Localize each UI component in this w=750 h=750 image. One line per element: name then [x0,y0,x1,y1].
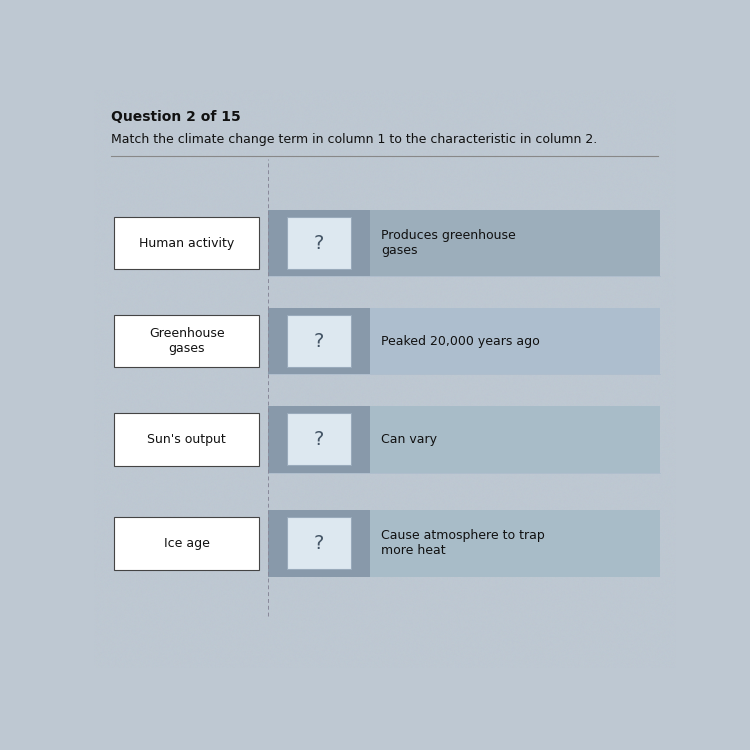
Text: ?: ? [314,332,324,351]
Text: Human activity: Human activity [140,236,234,250]
FancyBboxPatch shape [268,406,370,472]
Text: ?: ? [314,534,324,553]
FancyBboxPatch shape [287,413,351,465]
Text: Can vary: Can vary [382,433,437,446]
Text: Greenhouse
gases: Greenhouse gases [149,327,224,356]
FancyBboxPatch shape [370,308,661,374]
FancyBboxPatch shape [370,406,661,472]
Text: Match the climate change term in column 1 to the characteristic in column 2.: Match the climate change term in column … [111,134,598,146]
FancyBboxPatch shape [287,518,351,569]
Text: ?: ? [314,430,324,449]
FancyBboxPatch shape [114,517,260,569]
FancyBboxPatch shape [114,413,260,466]
FancyBboxPatch shape [370,210,661,276]
FancyBboxPatch shape [114,217,260,269]
FancyBboxPatch shape [370,510,661,577]
FancyBboxPatch shape [114,315,260,368]
FancyBboxPatch shape [268,510,370,577]
Text: Ice age: Ice age [164,537,210,550]
FancyBboxPatch shape [287,315,351,368]
FancyBboxPatch shape [268,308,370,374]
Text: Produces greenhouse
gases: Produces greenhouse gases [382,229,516,257]
Text: ?: ? [314,233,324,253]
Text: Question 2 of 15: Question 2 of 15 [111,110,241,125]
Text: Sun's output: Sun's output [147,433,226,446]
Text: Cause atmosphere to trap
more heat: Cause atmosphere to trap more heat [382,530,545,557]
Text: Peaked 20,000 years ago: Peaked 20,000 years ago [382,334,540,348]
FancyBboxPatch shape [268,210,370,276]
FancyBboxPatch shape [287,217,351,269]
